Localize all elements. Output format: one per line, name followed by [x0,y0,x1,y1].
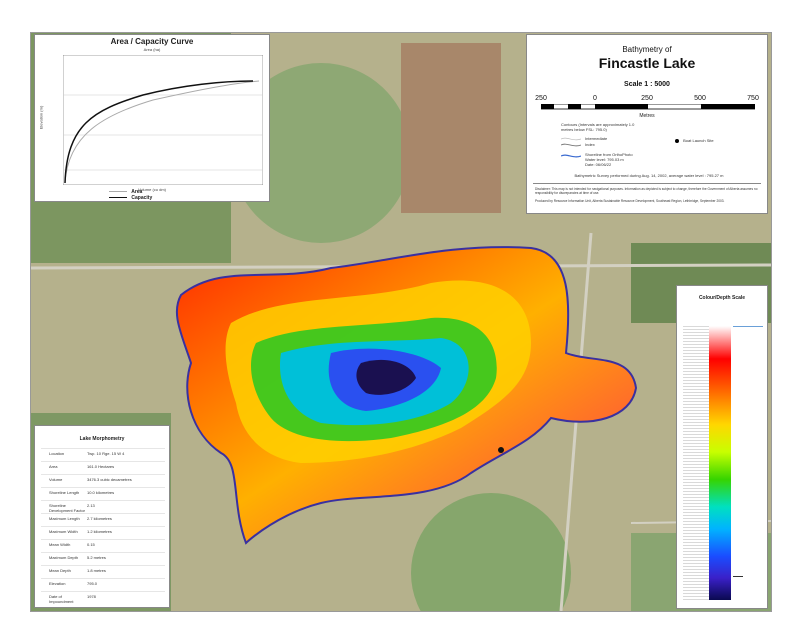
scale-tick-label: 750 [747,95,759,102]
morphometry-value: 10.0 kilometres [87,490,115,495]
depth-values-column [695,326,709,600]
legend-intermediate: Intermediate [585,136,608,141]
shoreline-swatch [561,154,581,158]
morphometry-row: Date of Impoundment 1978 [41,591,165,604]
morphometry-value: 1.2 kilometres [87,529,112,534]
scale-tick-label: 500 [694,95,706,102]
shoreline-legend-line [561,154,581,158]
water-level-line [733,326,763,327]
contour-legend-lines [561,137,581,147]
legend-area-label: Area [109,189,142,195]
area-curve [64,80,260,184]
legend-capacity-label: Capacity [109,195,152,201]
plot-frame [63,55,263,185]
legend-area-swatch [109,191,127,193]
scale-text: Scale 1 : 5000 [624,81,670,88]
lake-morphometry-panel: Lake Morphometry Location Twp. 10 Rge. 15… [34,425,170,608]
map-heading: Bathymetry of [622,45,672,54]
morphometry-row: Location Twp. 10 Rge. 15 W 4 [41,448,165,459]
morphometry-row: Maximum Depth 5.2 metres [41,552,165,563]
morphometry-value: 3476.3 cubic decametres [87,477,132,482]
morphometry-value: 2.13 [87,503,95,508]
morphometry-value: 795.0 [87,581,98,586]
morphometry-label: Shoreline Length [49,490,80,495]
legend-capacity-swatch [109,196,127,199]
morphometry-label: Maximum Depth [49,555,79,560]
morphometry-value: 161.0 Hectares [87,464,115,469]
curve-top-axis-label: Area (ha) [143,47,161,52]
depth-values-column [683,326,697,600]
morphometry-label: Shoreline Development Factor [49,503,86,513]
scale-bar-segment [541,104,554,109]
center-pivot-south [411,493,571,611]
center-pivot-north [231,63,411,243]
lake-name-title: Fincastle Lake [598,55,696,71]
morphometry-label: Date of Impoundment [49,594,74,604]
legend-shoreline: Shoreline from OrthoPhoto [585,152,633,157]
intermediate-contour-swatch [561,137,581,141]
title-panel: Bathymetry of Fincastle Lake Scale 1 : 5… [526,34,768,214]
morphometry-value: 2.7 kilometres [87,516,112,521]
scale-tick-label: 250 [535,95,547,102]
depth-scale-title: Colour/Depth Scale [698,295,746,301]
curve-bottom-axis-label: Volume (cu dm) [137,187,166,192]
curve-plot [63,55,263,185]
credit: Produced by Resource Information Unit, A… [535,199,725,203]
boat-launch-legend: Boat Launch Site [675,138,714,143]
morphometry-value: 1.8 metres [87,568,106,573]
morphometry-label: Location [49,451,65,456]
morphometry-value: 0.15 [87,542,95,547]
morphometry-title: Lake Morphometry [79,436,125,442]
morphometry-label: Maximum Length [49,516,80,521]
morphometry-value: 1978 [87,594,96,599]
scale-bar-segment [701,104,755,109]
morphometry-value: 5.2 metres [87,555,106,560]
disclaimer: Disclaimer: This map is not intended for… [535,187,758,195]
contour-note: Contours (Intervals are approximately 1.… [561,122,635,132]
scale-bar-segment [568,104,581,109]
morphometry-label: Elevation [49,581,66,586]
survey-note: Bathymetric Survey performed during Aug.… [574,173,724,178]
farmyard-plots [401,43,501,213]
morphometry-label: Mean Depth [49,568,71,573]
morphometry-row: Volume 3476.3 cubic decametres [41,474,165,485]
boat-launch-icon [675,138,679,143]
curve-y-axis-label: Elevation (m) [38,105,44,130]
morphometry-row: Elevation 795.0 [41,578,165,589]
morphometry-label: Mean Width [49,542,71,547]
legend-water-level: Water level: 795.03 m [585,157,624,162]
max-depth-line [733,576,743,577]
depth-tick-area [733,326,765,600]
capacity-curve [64,80,254,184]
morphometry-row: Shoreline Development Factor 2.13 [41,500,165,513]
scale-tick-label: 0 [593,95,597,102]
morphometry-row: Maximum Length 2.7 kilometres [41,513,165,524]
scale-bar [541,104,755,110]
morphometry-label: Area [49,464,58,469]
legend-index: Index [585,142,595,147]
morphometry-row: Mean Width 0.15 [41,539,165,550]
morphometry-row: Mean Depth 1.8 metres [41,565,165,576]
morphometry-value: Twp. 10 Rge. 15 W 4 [87,451,125,456]
index-contour-swatch [561,143,581,147]
scale-bar-segment [595,104,648,109]
morphometry-label: Maximum Width [49,529,78,534]
depth-colour-ramp [709,326,731,600]
scale-tick-label: 250 [641,95,653,102]
scale-units: Metres [639,113,655,119]
morphometry-row: Shoreline Length 10.0 kilometres [41,487,165,498]
morphometry-row: Area 161.0 Hectares [41,461,165,472]
lake-deepest-zone [356,359,416,395]
morphometry-row: Maximum Width 1.2 kilometres [41,526,165,537]
morphometry-label: Volume [49,477,63,482]
boat-launch-marker[interactable] [498,447,504,453]
legend-date: Date: 06/06/22 [585,162,612,167]
colour-depth-scale-panel: Colour/Depth Scale [676,285,768,609]
curve-title: Area / Capacity Curve [110,37,194,46]
area-capacity-panel: Area / Capacity Curve Area (ha) Elevatio… [34,34,270,202]
